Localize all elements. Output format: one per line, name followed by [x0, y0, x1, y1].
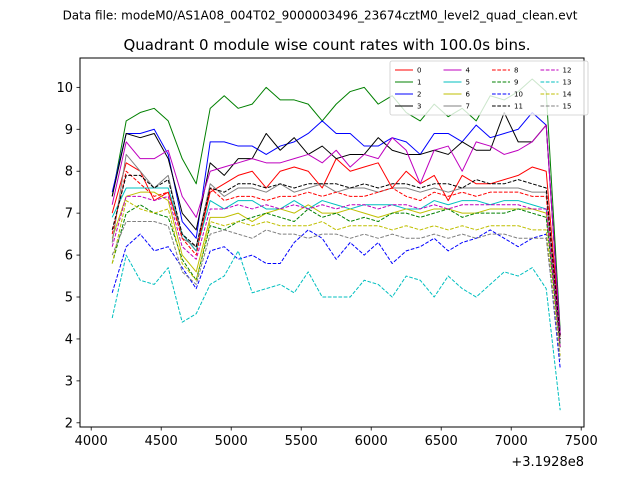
legend-label-12: 12 [563, 67, 572, 75]
legend-label-2: 2 [417, 91, 421, 99]
series-line-13 [111, 250, 561, 411]
legend-label-14: 14 [563, 91, 572, 99]
y-tick-label: 8 [65, 165, 73, 180]
x-tick-label: 7000 [495, 434, 528, 449]
x-offset-label: +3.1928e8 [511, 455, 584, 470]
legend-label-4: 4 [466, 67, 471, 75]
legend-label-3: 3 [417, 103, 421, 111]
y-tick-label: 6 [65, 249, 73, 264]
legend-label-7: 7 [466, 103, 470, 111]
series-line-10 [111, 229, 561, 369]
series-line-0 [111, 158, 561, 335]
y-tick-label: 9 [65, 123, 73, 138]
chart-title: Quadrant 0 module wise count rates with … [123, 36, 530, 54]
series-line-3 [111, 112, 561, 335]
legend-label-13: 13 [563, 79, 572, 87]
x-tick-label: 5000 [215, 434, 248, 449]
series-line-6 [111, 191, 561, 348]
legend-label-1: 1 [417, 79, 421, 87]
axes-layer: 4000 4500 5000 5500 6000 6500 7000 7500 2 3 4 5 6 7 8 9… [56, 81, 597, 449]
x-tick-label: 7500 [565, 434, 598, 449]
y-tick-label: 10 [56, 81, 73, 96]
legend-label-5: 5 [466, 79, 470, 87]
series-line-5 [111, 187, 561, 344]
series-line-11 [111, 174, 561, 339]
legend-label-11: 11 [514, 103, 523, 111]
x-tick-label: 4500 [145, 434, 178, 449]
series-line-15 [111, 221, 561, 360]
legend-box [389, 60, 589, 116]
plot-frame [79, 57, 585, 428]
legend-label-10: 10 [514, 91, 523, 99]
series-line-9 [111, 204, 561, 348]
series-line-8 [111, 170, 561, 339]
y-tick-label: 7 [65, 207, 73, 222]
y-tick-label: 3 [65, 374, 73, 389]
x-tick-label: 4000 [75, 434, 108, 449]
figure-suptitle: Data file: modeM0/AS1A08_004T02_90000034… [63, 9, 578, 23]
legend-label-8: 8 [514, 67, 518, 75]
y-tick-label: 5 [65, 291, 73, 306]
legend-label-6: 6 [466, 91, 471, 99]
series-line-4 [111, 124, 561, 335]
legend-label-0: 0 [417, 67, 421, 75]
legend-label-9: 9 [514, 79, 518, 87]
series-line-2 [111, 112, 561, 335]
series-layer [111, 78, 561, 411]
series-line-12 [111, 195, 561, 348]
x-tick-label: 5500 [285, 434, 318, 449]
legend-label-15: 15 [563, 103, 572, 111]
x-tick-label: 6500 [425, 434, 458, 449]
x-tick-label: 6000 [355, 434, 388, 449]
y-tick-label: 4 [65, 332, 73, 347]
y-tick-label: 2 [65, 416, 73, 431]
